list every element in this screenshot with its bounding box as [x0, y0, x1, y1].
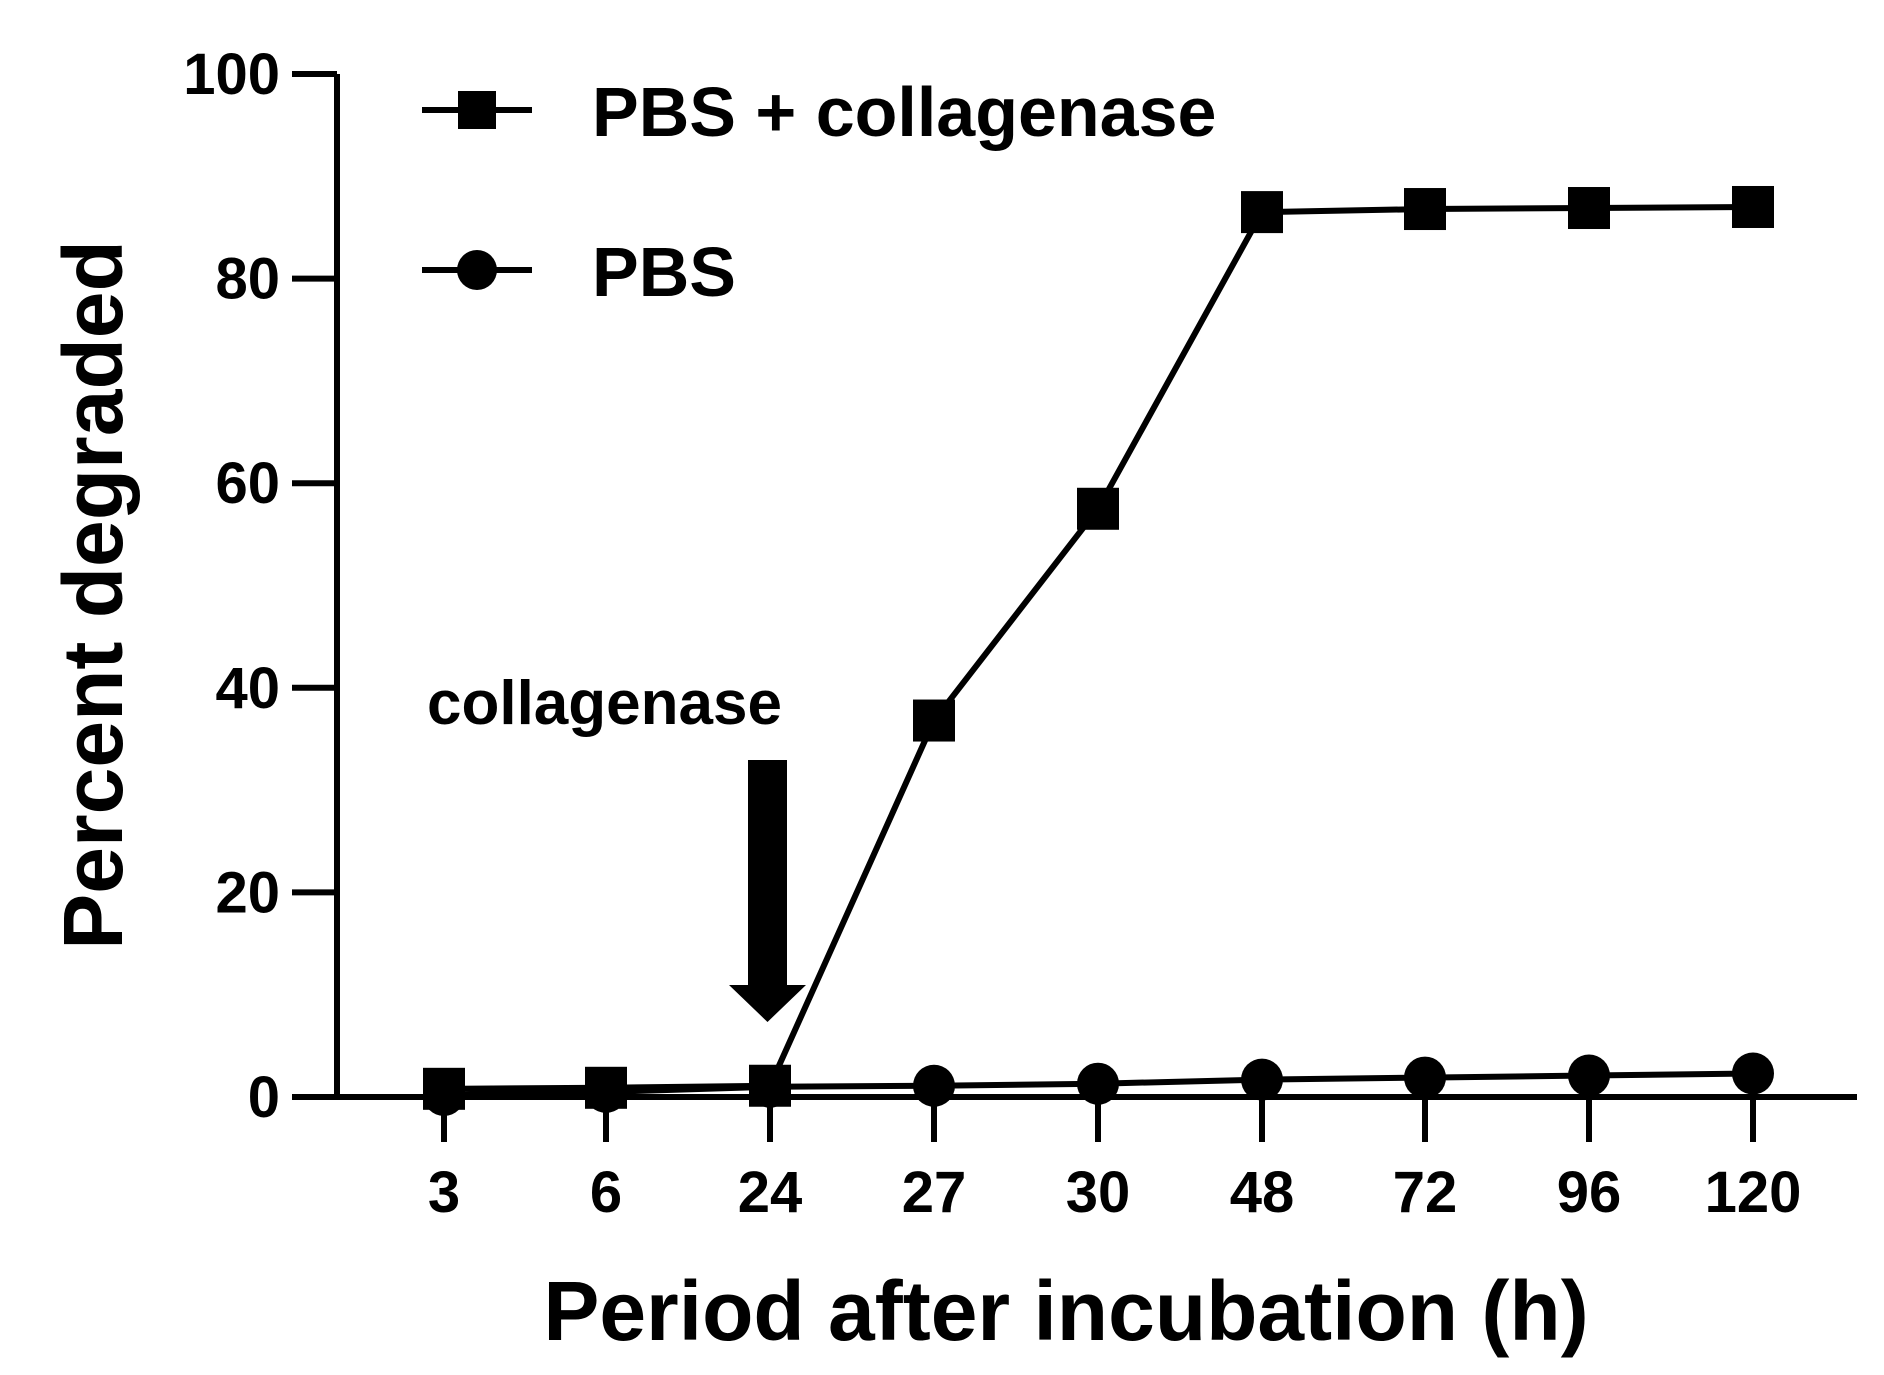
data-point-square: [1732, 185, 1774, 228]
data-point-circle: [1568, 1054, 1610, 1097]
data-point-circle: [1241, 1058, 1283, 1101]
x-tick-label: 120: [1705, 1160, 1802, 1225]
data-point-circle: [913, 1064, 955, 1107]
annotation-label: collagenase: [427, 669, 782, 738]
x-ticks: 3 6 24 27 30 48 72 96 120: [428, 1097, 1802, 1225]
series-pbs-collagenase: [423, 185, 1774, 1110]
series-pbs: [423, 1052, 1774, 1116]
y-tick-label: 60: [215, 451, 280, 516]
legend-circle-marker-icon: [457, 250, 497, 290]
data-point-square: [1568, 187, 1610, 230]
data-point-circle: [1404, 1056, 1446, 1099]
data-point-square: [1077, 487, 1119, 530]
x-axis-label: Period after incubation (h): [543, 1264, 1588, 1358]
y-tick-label: 40: [215, 656, 280, 721]
data-point-square: [1404, 188, 1446, 231]
y-ticks: 0 20 40 60 80 100: [183, 42, 337, 1130]
x-tick-label: 6: [590, 1160, 622, 1225]
y-tick-label: 20: [215, 860, 280, 925]
legend-label-pbs-collagenase: PBS + collagenase: [592, 73, 1216, 151]
x-tick-label: 72: [1393, 1160, 1458, 1225]
legend-item-pbs-collagenase: PBS + collagenase: [422, 73, 1216, 151]
data-point-circle: [749, 1065, 791, 1108]
axes: [292, 74, 1857, 1100]
legend-item-pbs: PBS: [422, 233, 736, 311]
series-layer: [423, 185, 1774, 1116]
collagenase-annotation: collagenase: [427, 669, 806, 1022]
y-axis-label: Percent degraded: [46, 240, 140, 950]
legend-square-marker-icon: [458, 91, 496, 129]
legend-label-pbs: PBS: [592, 233, 736, 311]
x-tick-label: 48: [1230, 1160, 1295, 1225]
y-tick-label: 0: [248, 1065, 280, 1130]
down-arrow-icon: [729, 760, 806, 1022]
y-tick-label: 100: [183, 42, 280, 107]
x-tick-label: 96: [1557, 1160, 1622, 1225]
x-tick-label: 3: [428, 1160, 460, 1225]
data-point-circle: [1732, 1052, 1774, 1095]
x-tick-label: 27: [902, 1160, 967, 1225]
data-point-circle: [1077, 1062, 1119, 1105]
data-point-circle: [585, 1070, 627, 1113]
data-point-square: [913, 699, 955, 742]
data-point-square: [1241, 191, 1283, 234]
y-tick-label: 80: [215, 247, 280, 312]
data-point-circle: [423, 1073, 465, 1116]
x-tick-label: 24: [738, 1160, 803, 1225]
series-line-pbs-collagenase: [443, 203, 1754, 1092]
x-tick-label: 30: [1066, 1160, 1131, 1225]
legend: PBS + collagenase PBS: [422, 73, 1216, 311]
